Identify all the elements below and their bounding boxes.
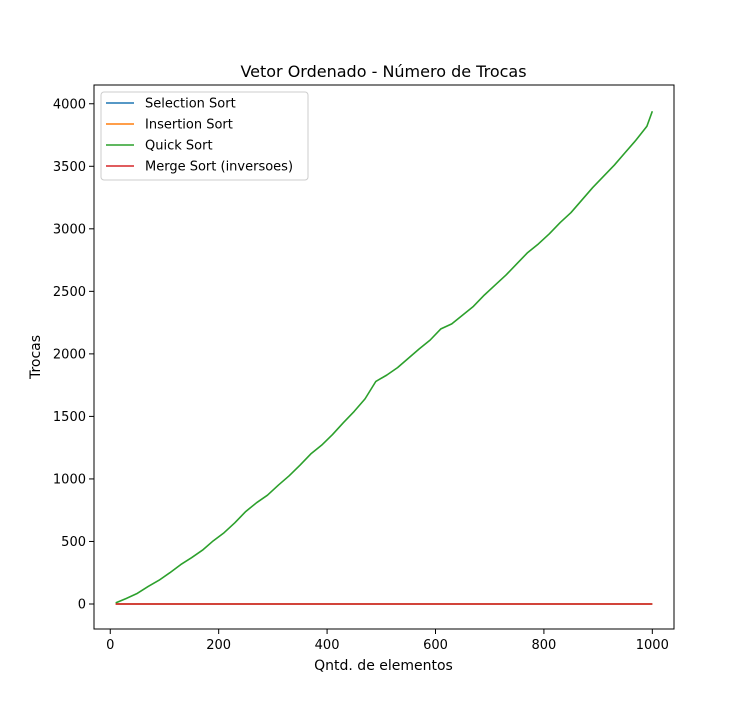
plot-frame <box>93 84 675 630</box>
legend-label-merge-sort-inversoes: Merge Sort (inversoes) <box>145 160 293 175</box>
x-tick-label: 1000 <box>636 638 669 653</box>
x-tick-label: 800 <box>531 638 556 653</box>
chart-title: Vetor Ordenado - Número de Trocas <box>240 62 526 81</box>
x-axis-label: Qntd. de elementos <box>314 658 453 674</box>
y-tick-label: 2500 <box>53 285 86 300</box>
y-tick-label: 3000 <box>53 222 86 237</box>
x-tick-label: 0 <box>106 638 114 653</box>
y-axis-label: Trocas <box>28 335 44 380</box>
y-axis-ticks: 0 500 1000 1500 2000 2500 3000 3500 4000 <box>53 97 94 612</box>
x-tick-label: 600 <box>423 638 448 653</box>
x-tick-label: 400 <box>315 638 340 653</box>
legend-box <box>100 91 309 181</box>
y-tick-label: 1500 <box>53 410 86 425</box>
legend-label-insertion-sort: Insertion Sort <box>145 118 233 133</box>
legend-label-selection-sort: Selection Sort <box>145 97 236 112</box>
y-tick-label: 1000 <box>53 472 86 487</box>
y-tick-label: 2000 <box>53 347 86 362</box>
plot-area <box>93 84 675 630</box>
series-line-quick-sort <box>115 110 654 604</box>
y-tick-label: 0 <box>78 597 86 612</box>
legend-label-quick-sort: Quick Sort <box>145 139 213 154</box>
series-lines <box>115 110 654 605</box>
y-tick-label: 4000 <box>53 97 86 112</box>
y-tick-label: 500 <box>61 535 86 550</box>
x-axis-ticks: 0 200 400 600 800 1000 <box>106 629 669 653</box>
x-tick-label: 200 <box>206 638 231 653</box>
y-tick-label: 3500 <box>53 160 86 175</box>
legend: Selection Sort Insertion Sort Quick Sort Me… <box>100 91 309 181</box>
